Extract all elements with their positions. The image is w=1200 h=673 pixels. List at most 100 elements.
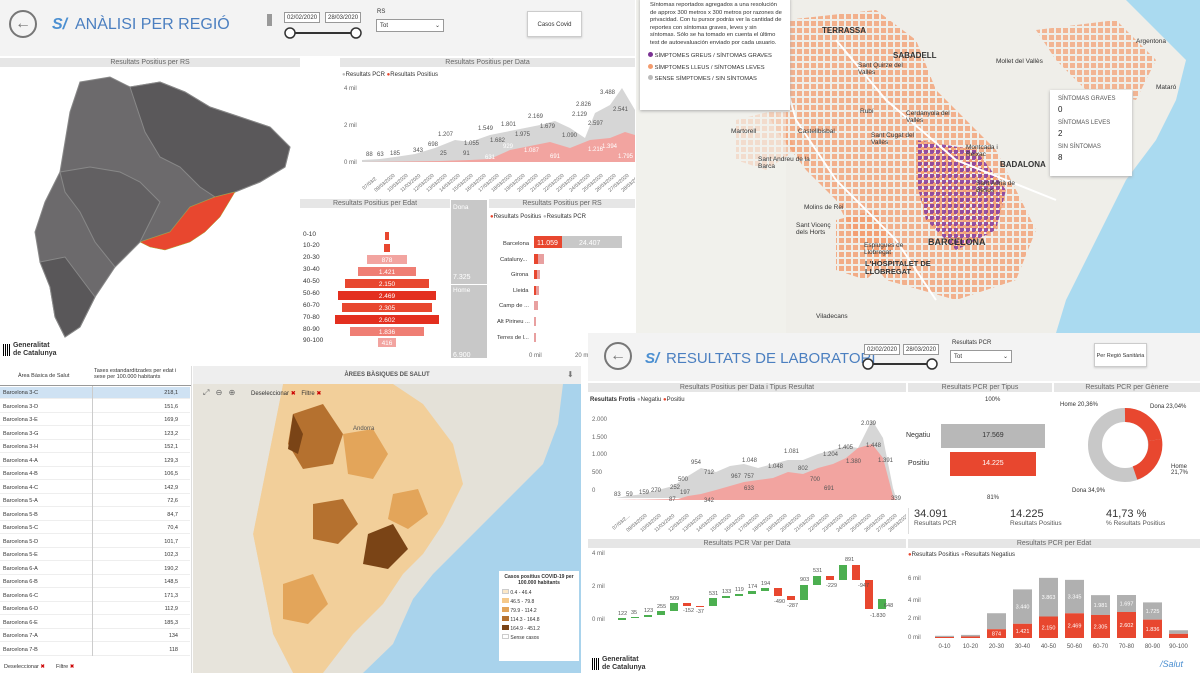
home-value: 6.900 (453, 352, 471, 359)
table-row[interactable]: Barcelona 3-D 151,6 (0, 401, 190, 413)
zoom-out-icon[interactable]: ⊖ (215, 388, 223, 397)
abs-map-legend: Casos positius COVID-19 per 100.000 habi… (499, 571, 579, 661)
col-abs-header[interactable]: Àrea Bàsica de Salut (18, 373, 70, 379)
lab-neg-labels: 83 59 159 270 252 500 954 712 967 1.048 … (614, 421, 894, 498)
table-row[interactable]: Barcelona 5-C 70,4 (0, 522, 190, 534)
legend-item-severe[interactable]: SÍMPTOMES GREUS / SÍNTOMAS GRAVES (648, 52, 782, 61)
kpi-positive-pct: 41,73 % % Resultats Positius (1106, 508, 1166, 527)
gender-column[interactable]: Dona 7.325 Home 6.900 (451, 200, 487, 359)
table-row[interactable]: Barcelona 3-G 123,2 (0, 428, 190, 440)
var-waterfall-chart[interactable]: 4 mil 2 mil 0 mil 122 35 123 255 509 -15… (588, 550, 906, 655)
table-row[interactable]: Barcelona 6-D 112,9 (0, 603, 190, 615)
lab-age-chart[interactable]: 6 mil 4 mil 2 mil 0 mil 874 1.421 3.440 2.1… (905, 562, 1200, 652)
zoom-in-icon[interactable]: ⊕ (228, 388, 236, 397)
symptoms-map[interactable]: Síntomas reportados agregados a una reso… (636, 0, 1200, 333)
age-negative-bar (935, 635, 954, 637)
legend-item-none[interactable]: SENSE SÍMPTOMES / SIN SÍNTOMAS (648, 75, 782, 84)
table-row[interactable]: Barcelona 4-C 142,9 (0, 482, 190, 494)
abs-table[interactable]: Àrea Bàsica de Salut Taxes estandarditza… (0, 366, 192, 673)
stat-severe-value: 0 (1058, 105, 1063, 114)
lab-back-button[interactable]: ← (604, 342, 632, 370)
svg-text:-229: -229 (826, 583, 837, 589)
svg-text:185: 185 (390, 151, 401, 157)
age-x-label: 40-50 (1041, 644, 1057, 650)
region-sanitary-button[interactable]: Per Regió Sanitària (1094, 343, 1147, 367)
arrow-left-icon: ← (610, 347, 626, 364)
expand-icon[interactable]: ⤢ (203, 388, 210, 397)
table-row[interactable]: Barcelona 3-H 152,1 (0, 441, 190, 453)
legend-item-mild[interactable]: SÍMPTOMES LLEUS / SÍNTOMAS LEVES (648, 63, 782, 73)
abs-map-panel[interactable]: ÀREES BÀSIQUES DE SALUT ⬇ Andorra ⤢ ⊖ ⊕ … (193, 366, 581, 673)
age-pyramid-chart[interactable]: 0-10 10-20 20-30 30-40 40-50 50-60 60-70… (300, 210, 450, 360)
lab-date-type-chart[interactable]: 2.000 1.500 1.000 500 0 83 59 159 270 25… (588, 408, 906, 536)
lab-date-slider[interactable] (862, 358, 940, 370)
date-chart[interactable]: 4 mil 2 mil 0 mil 88 63 185 343 698 1.20… (340, 80, 635, 200)
type-chart-title: Resultats PCR per Tipus (908, 383, 1052, 392)
slider-handle-icon[interactable] (267, 14, 272, 26)
age-x-label: 0-10 (938, 644, 951, 650)
back-button[interactable]: ← (9, 10, 37, 38)
svg-text:343: 343 (413, 148, 424, 154)
covid-cases-button[interactable]: Casos Covid (527, 11, 582, 37)
age-negative-label: 1.725 (1146, 609, 1160, 615)
table-row[interactable]: Barcelona 4-A 129,3 (0, 455, 190, 467)
table-row[interactable]: Barcelona 5-B 84,7 (0, 509, 190, 521)
close-icon: ✖ (290, 391, 296, 397)
rs-axis-1: 20 m (575, 353, 588, 359)
table-deselect-button[interactable]: Deseleccionar ✖ (4, 664, 45, 670)
svg-text:509: 509 (670, 596, 679, 602)
date-slider[interactable] (284, 27, 364, 39)
symptoms-info-panel: Síntomas reportados agregados a una reso… (640, 0, 790, 110)
lab-date-from[interactable]: 02/02/2020 (864, 344, 901, 355)
age-positive-label: 2.602 (1120, 623, 1134, 629)
table-row[interactable]: Barcelona 3-E 169,9 (0, 414, 190, 426)
table-filter-button[interactable]: Filtre ✖ (56, 664, 75, 670)
lab-date-to[interactable]: 28/03/2020 (903, 344, 940, 355)
gender-chart-title: Resultats PCR per Gènere (1054, 383, 1200, 392)
svg-text:1.048: 1.048 (742, 458, 758, 464)
svg-text:1.204: 1.204 (823, 452, 839, 458)
svg-text:35: 35 (631, 610, 637, 616)
gencat-icon (592, 658, 600, 670)
svg-text:Alt Pirineu ...: Alt Pirineu ... (497, 319, 530, 325)
map-deselect-button[interactable]: Deseleccionar ✖ (251, 391, 296, 397)
dona-label: Dona (453, 204, 469, 211)
svg-text:59: 59 (626, 492, 633, 498)
table-row[interactable]: Barcelona 4-B 106,5 (0, 468, 190, 480)
date-from[interactable]: 02/02/2020 (284, 12, 321, 23)
table-row[interactable]: Barcelona 7-A 134 (0, 630, 190, 642)
age-labels: 0-10 10-20 20-30 30-40 40-50 50-60 60-70… (303, 231, 324, 344)
catalonia-rs-map[interactable] (20, 72, 300, 352)
col-rate-header[interactable]: Taxes estandarditzades per edat i sexe p… (94, 368, 177, 380)
region-title: ANÀLISI PER REGIÓ (75, 16, 230, 33)
region-logo: S/ (52, 16, 68, 33)
table-row[interactable]: Barcelona 5-A 72,6 (0, 495, 190, 507)
table-row[interactable]: Barcelona 5-D 101,7 (0, 536, 190, 548)
table-row[interactable]: Barcelona 7-B 118 (0, 644, 190, 656)
svg-text:531: 531 (813, 568, 822, 574)
type-positiu-bar[interactable]: 14.225 (950, 452, 1036, 476)
lab-age-title: Resultats PCR per Edat (908, 539, 1200, 548)
table-row[interactable]: Barcelona 6-A 190,2 (0, 563, 190, 575)
lab-pcr-dropdown[interactable]: Tot ⌄ (950, 350, 1012, 363)
download-icon[interactable]: ⬇ (567, 370, 574, 379)
age-negative-bar (1091, 595, 1110, 615)
gender-donut-chart[interactable] (1085, 400, 1165, 490)
svg-text:891: 891 (845, 557, 854, 563)
lab-logo: S/ (645, 350, 660, 367)
table-row[interactable]: Barcelona 6-C 171,3 (0, 590, 190, 602)
map-filter-button[interactable]: Filtre ✖ (301, 391, 322, 397)
map-zoom-controls[interactable]: ⤢ ⊖ ⊕ (203, 388, 235, 398)
type-negatiu-bar[interactable]: 17.569 (941, 424, 1045, 448)
rs-bar-chart[interactable]: Barcelona Cataluny... Girona Lleida Camp… (489, 226, 635, 361)
table-row[interactable]: Barcelona 3-C 218,1 (0, 387, 190, 399)
date-to[interactable]: 28/03/2020 (325, 12, 362, 23)
table-row[interactable]: Barcelona 5-E 102,3 (0, 549, 190, 561)
table-row[interactable]: Barcelona 6-E 185,3 (0, 617, 190, 629)
type-positiu-value: 14.225 (982, 460, 1004, 467)
close-icon: ✖ (316, 391, 322, 397)
table-row[interactable]: Barcelona 6-B 148,5 (0, 576, 190, 588)
rs-dropdown[interactable]: Tot ⌄ (376, 19, 444, 32)
svg-text:1.421: 1.421 (379, 269, 396, 276)
date-x-labels: 07/03/2 09/03/2020 10/03/2020 11/03/2020… (361, 173, 635, 194)
